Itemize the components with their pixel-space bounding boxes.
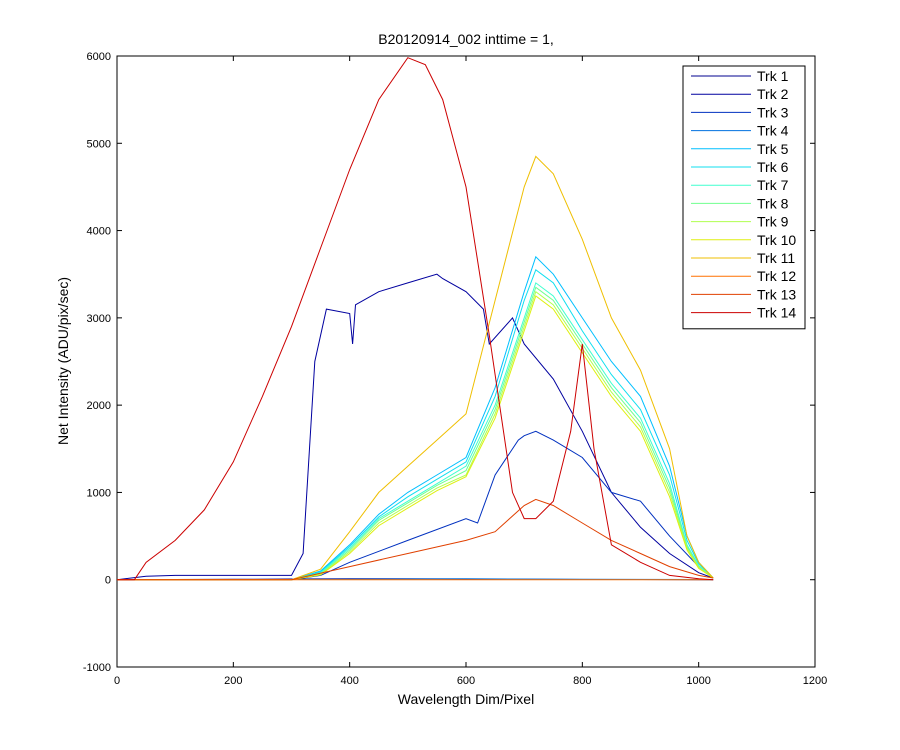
legend-label: Trk 4 — [757, 123, 789, 139]
chart-title: B20120914_002 inttime = 1, — [378, 31, 554, 47]
x-tick-label: 400 — [340, 675, 358, 687]
x-axis: 0 200 400 600 800 1000 1200 — [114, 56, 827, 687]
x-axis-label: Wavelength Dim/Pixel — [398, 691, 534, 707]
x-tick-label: 1200 — [803, 675, 827, 687]
series-line-trk-8 — [117, 286, 714, 581]
legend-label: Trk 7 — [757, 177, 789, 193]
series-line-trk-6 — [117, 269, 714, 581]
legend-label: Trk 2 — [757, 86, 789, 102]
x-tick-label: 200 — [224, 675, 242, 687]
y-tick-label: 4000 — [87, 226, 111, 238]
legend-label: Trk 9 — [757, 214, 789, 230]
legend-label: Trk 13 — [757, 286, 796, 302]
legend-label: Trk 1 — [757, 68, 789, 84]
legend-box — [682, 65, 806, 330]
y-tick-label: -1000 — [83, 662, 111, 674]
x-tick-label: 800 — [573, 675, 591, 687]
legend-label: Trk 6 — [757, 159, 789, 175]
series-line-trk-13 — [117, 498, 714, 581]
series-lines — [116, 57, 714, 581]
series-line-trk-10 — [117, 295, 714, 581]
legend-label: Trk 3 — [757, 104, 789, 120]
series-line-trk-7 — [117, 282, 714, 581]
y-tick-label: 5000 — [87, 138, 111, 150]
legend-label: Trk 12 — [757, 268, 796, 284]
legend-label: Trk 11 — [757, 250, 795, 266]
y-tick-label: 2000 — [87, 400, 111, 412]
y-tick-label: 1000 — [87, 487, 111, 499]
series-line-trk-14 — [117, 57, 714, 581]
y-tick-label: 6000 — [87, 51, 111, 63]
series-line-trk-9 — [117, 290, 714, 581]
x-tick-label: 0 — [114, 675, 120, 687]
y-axis: -1000 0 1000 2000 3000 4000 5000 6000 — [83, 51, 815, 674]
legend-label: Trk 14 — [757, 305, 796, 321]
series-line-trk-3 — [117, 430, 714, 581]
y-tick-label: 3000 — [87, 313, 111, 325]
legend-label: Trk 10 — [757, 232, 796, 248]
x-tick-label: 1000 — [686, 675, 710, 687]
y-axis-label: Net Intensity (ADU/pix/sec) — [55, 277, 71, 445]
legend-label: Trk 8 — [757, 195, 789, 211]
series-line-trk-11 — [117, 155, 714, 581]
series-line-trk-2 — [116, 273, 714, 581]
x-tick-label: 600 — [457, 675, 475, 687]
series-line-trk-5 — [117, 255, 714, 581]
legend: Trk 1 Trk 2 Trk 3 Trk 4 Trk 5 Trk 6 Trk 7 Trk 8… — [682, 65, 806, 330]
legend-label: Trk 5 — [757, 141, 789, 157]
y-tick-label: 0 — [105, 575, 111, 587]
